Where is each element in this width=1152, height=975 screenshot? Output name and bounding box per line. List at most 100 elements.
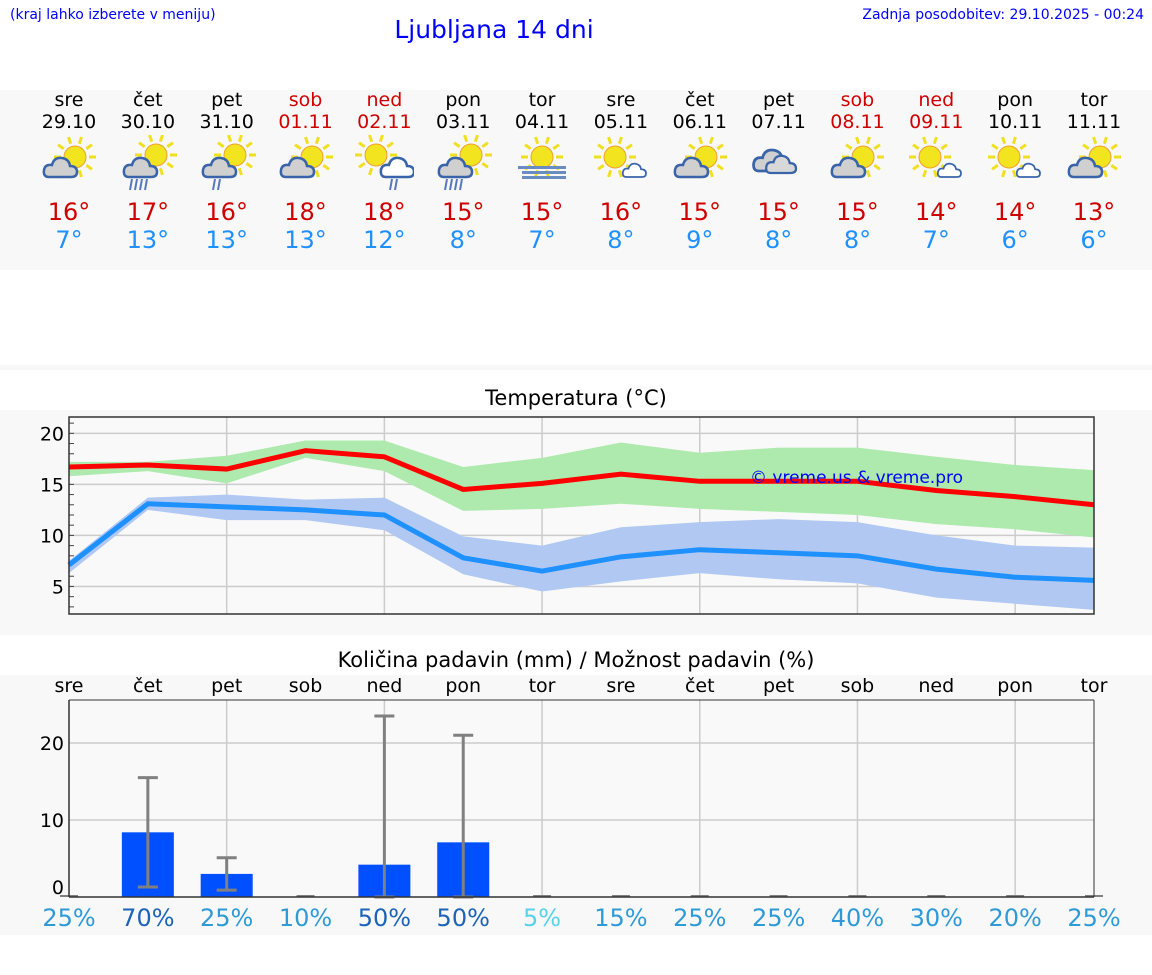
day-name: pon xyxy=(997,89,1033,111)
precip-day-name: sre xyxy=(54,675,84,697)
day-date: 05.11 xyxy=(593,111,649,133)
y-tick-label: 0 xyxy=(52,877,64,899)
max-temp: 16° xyxy=(47,198,91,226)
precip-probability: 25% xyxy=(42,904,96,932)
plot-frame xyxy=(68,416,1095,615)
y-tick-label: 20 xyxy=(40,733,64,755)
min-temp: 8° xyxy=(764,226,793,254)
day-date: 10.11 xyxy=(987,111,1043,133)
min-temp: 12° xyxy=(363,226,406,254)
min-temp: 7° xyxy=(528,226,556,254)
precip-day-name: čet xyxy=(133,675,163,697)
partly-cloudy-icon xyxy=(818,135,896,199)
precip-day-name: sob xyxy=(288,675,323,697)
precip-day-name: ned xyxy=(918,675,955,697)
max-temp: 18° xyxy=(284,198,327,226)
day-date: 01.11 xyxy=(278,111,333,133)
day-name: sre xyxy=(54,89,84,111)
max-temp: 13° xyxy=(1072,198,1116,226)
max-temp: 15° xyxy=(757,198,800,226)
y-tick-label: 20 xyxy=(40,423,64,445)
day-date: 04.11 xyxy=(514,111,570,133)
plot-background xyxy=(69,700,1094,897)
precip-probability: 15% xyxy=(594,904,648,932)
precipitation-chart-title: Količina padavin (mm) / Možnost padavin … xyxy=(337,648,815,672)
sun-cloud-rain-icon xyxy=(345,134,423,199)
partly-cloudy-heavy-rain-icon xyxy=(109,134,187,199)
y-tick-label: 15 xyxy=(40,474,64,496)
temperature-chart-title: Temperatura (°C) xyxy=(485,386,667,410)
day-date: 11.11 xyxy=(1066,111,1122,133)
page-title: Ljubljana 14 dni xyxy=(394,15,594,44)
max-temp: 15° xyxy=(836,198,879,226)
precip-day-name: ned xyxy=(366,675,403,697)
precip-day-name: tor xyxy=(528,675,556,697)
day-date: 09.11 xyxy=(909,111,964,133)
precip-day-name: pet xyxy=(211,675,243,697)
day-date: 30.10 xyxy=(120,111,176,133)
precip-day-name: čet xyxy=(684,675,715,697)
day-name: tor xyxy=(528,89,556,111)
precip-day-name: sre xyxy=(606,675,636,697)
max-temp: 17° xyxy=(126,198,170,226)
min-temp: 8° xyxy=(607,226,635,254)
day-name: sob xyxy=(288,89,323,111)
max-temp: 15° xyxy=(520,198,564,226)
precip-probability: 25% xyxy=(1067,904,1121,932)
max-temp: 14° xyxy=(993,198,1037,226)
day-name: pon xyxy=(445,89,482,111)
partly-cloudy-heavy-rain-icon xyxy=(424,134,502,199)
max-temp-line xyxy=(68,448,1095,508)
day-name: čet xyxy=(133,89,163,111)
min-temp: 6° xyxy=(1001,226,1029,254)
partly-cloudy-icon xyxy=(267,135,345,199)
partly-cloudy-icon xyxy=(30,135,108,199)
last-updated: Zadnja posodobitev: 29.10.2025 - 00:24 xyxy=(862,7,1144,23)
min-temp: 6° xyxy=(1080,226,1108,254)
min-temp: 8° xyxy=(449,226,477,254)
min-temp-range-band xyxy=(69,494,1094,610)
sun-small-cloud-icon xyxy=(582,135,660,199)
precip-day-name: sob xyxy=(840,675,875,697)
precip-probability: 50% xyxy=(436,904,490,932)
day-date: 07.11 xyxy=(751,111,806,133)
partly-cloudy-icon xyxy=(661,135,739,199)
min-temp-line xyxy=(67,501,1095,583)
day-name: čet xyxy=(684,89,715,111)
day-date: 31.10 xyxy=(199,111,254,133)
cloudy-icon xyxy=(740,135,818,199)
min-temp: 8° xyxy=(843,226,872,254)
min-temp: 13° xyxy=(284,226,327,254)
day-name: tor xyxy=(1080,89,1108,111)
max-temp: 15° xyxy=(678,198,722,226)
day-name: sre xyxy=(606,89,636,111)
sun-small-cloud-icon xyxy=(976,135,1054,199)
precip-probability: 20% xyxy=(988,904,1042,932)
day-date: 03.11 xyxy=(436,111,491,133)
min-temp: 7° xyxy=(922,226,950,254)
max-temp: 18° xyxy=(363,198,406,226)
y-tick-label: 10 xyxy=(40,525,64,547)
max-temp: 14° xyxy=(915,198,958,226)
day-name: ned xyxy=(918,89,955,111)
precip-probability: 40% xyxy=(830,904,885,932)
day-name: pet xyxy=(763,89,795,111)
precip-day-name: pet xyxy=(763,675,795,697)
precip-day-name: pon xyxy=(445,675,482,697)
day-date: 06.11 xyxy=(672,111,727,133)
forecast-strip xyxy=(0,90,1152,270)
day-date: 29.10 xyxy=(41,111,97,133)
sun-fog-icon xyxy=(503,135,581,199)
partly-cloudy-icon xyxy=(1055,135,1133,199)
precip-probability: 25% xyxy=(751,904,806,932)
watermark: © vreme.us & vreme.pro xyxy=(750,468,964,488)
precip-probability: 70% xyxy=(121,904,175,932)
precip-probability: 50% xyxy=(357,904,412,932)
min-temp: 7° xyxy=(55,226,83,254)
precip-day-name: pon xyxy=(997,675,1033,697)
max-temp: 16° xyxy=(599,198,643,226)
min-temp: 13° xyxy=(205,226,248,254)
precip-probability: 30% xyxy=(909,904,963,932)
max-temp: 16° xyxy=(205,198,248,226)
